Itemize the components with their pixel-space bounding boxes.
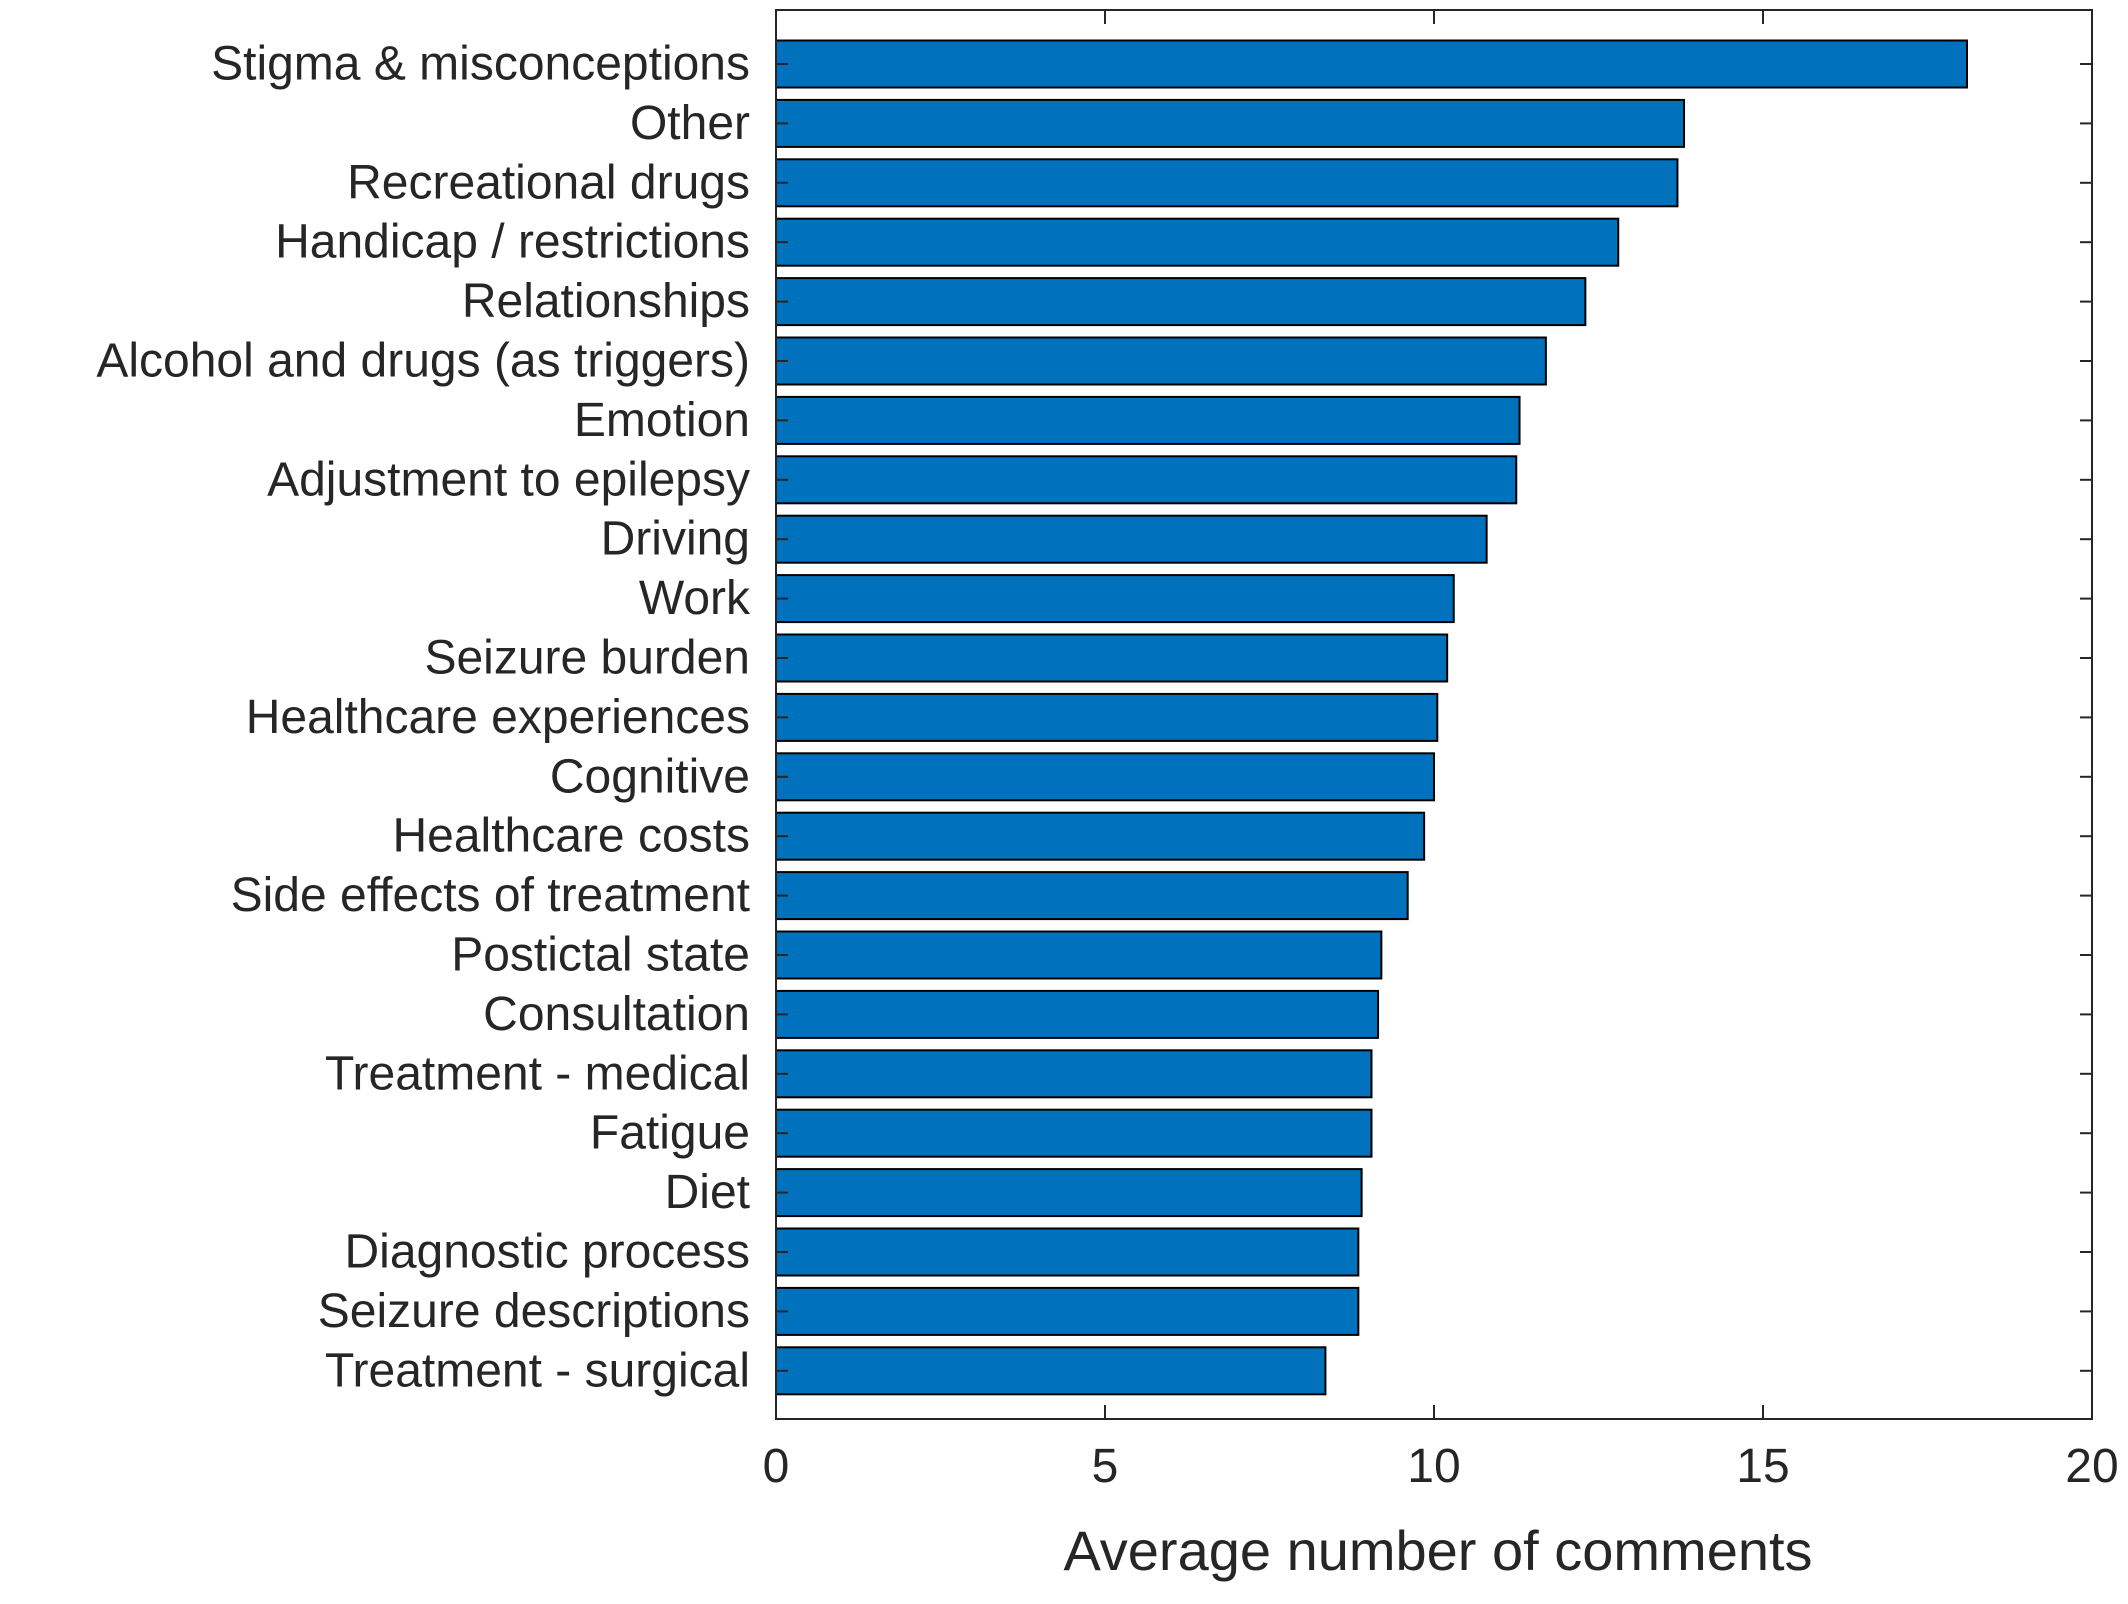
bar [775, 1286, 1360, 1336]
bar [775, 98, 1686, 148]
axes: 0 5 10 15 20 [763, 9, 2119, 1493]
bar [775, 1168, 1363, 1218]
x-tick-label: 5 [1092, 1440, 1119, 1493]
category-label: Healthcare costs [393, 810, 751, 863]
x-tick-label: 10 [1407, 1440, 1460, 1493]
category-label: Emotion [574, 394, 750, 447]
category-label: Healthcare experiences [246, 691, 750, 744]
category-label: Seizure descriptions [318, 1285, 750, 1338]
category-label: Work [639, 572, 751, 625]
category-label: Stigma & misconceptions [211, 38, 750, 91]
category-label: Side effects of treatment [231, 869, 750, 922]
category-label: Relationships [462, 275, 750, 328]
category-label: Treatment - surgical [325, 1344, 750, 1397]
bar [775, 514, 1488, 564]
category-label: Recreational drugs [347, 156, 750, 209]
category-label: Other [630, 97, 750, 150]
bar [775, 1049, 1373, 1099]
bar [775, 217, 1620, 267]
category-label: Diagnostic process [344, 1226, 750, 1279]
category-label: Diet [665, 1166, 750, 1219]
bar [775, 692, 1439, 742]
category-label: Driving [601, 513, 750, 566]
bar [775, 989, 1380, 1039]
bar [775, 930, 1383, 980]
category-label: Adjustment to epilepsy [267, 453, 750, 506]
category-label: Fatigue [590, 1107, 750, 1160]
bar [775, 455, 1518, 505]
bar [775, 811, 1426, 861]
bars-layer [775, 39, 1968, 1396]
category-label: Consultation [483, 988, 750, 1041]
bar [775, 277, 1587, 327]
bar [775, 574, 1455, 624]
bar [775, 1227, 1360, 1277]
bar [775, 871, 1409, 921]
bar [775, 633, 1449, 683]
bar [775, 1346, 1327, 1396]
category-labels: Stigma & misconceptions Other Recreational… [96, 38, 751, 1398]
bar [775, 336, 1547, 386]
category-label: Postictal state [451, 929, 750, 982]
category-label: Cognitive [550, 750, 750, 803]
x-axis-label: Average number of comments [1063, 1519, 1812, 1582]
bar [775, 39, 1968, 89]
category-label: Seizure burden [424, 632, 750, 685]
bar [775, 158, 1679, 208]
x-tick-label: 0 [763, 1440, 790, 1493]
bar [775, 395, 1521, 445]
category-label: Alcohol and drugs (as triggers) [96, 335, 750, 388]
bar [775, 1108, 1373, 1158]
bar [775, 752, 1435, 802]
category-label: Handicap / restrictions [275, 216, 750, 269]
x-tick-label: 20 [2065, 1440, 2118, 1493]
category-label: Treatment - medical [325, 1047, 750, 1100]
x-tick-label: 15 [1736, 1440, 1789, 1493]
